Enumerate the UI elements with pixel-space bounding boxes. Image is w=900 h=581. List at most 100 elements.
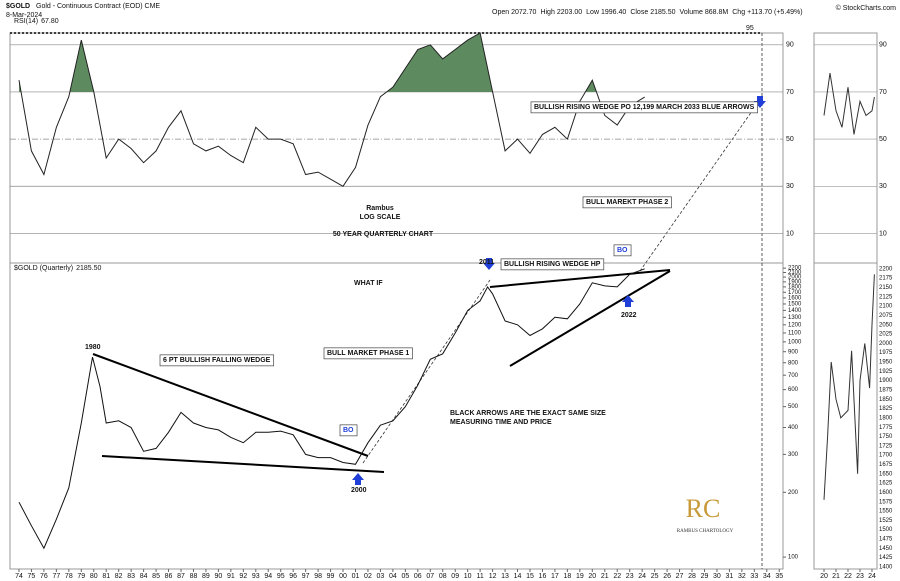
- annotation-box: [323, 347, 413, 360]
- y-tick-label: 500: [788, 404, 799, 410]
- y-tick-label: 600: [788, 387, 799, 393]
- y-tick-label: 2075: [879, 313, 893, 319]
- x-tick-label: 10: [464, 573, 472, 580]
- y-tick-label: 2150: [879, 285, 893, 291]
- y-tick-label: 2100: [879, 304, 893, 310]
- x-tick-label: 91: [227, 573, 235, 580]
- y-tick-label: 1900: [788, 279, 802, 285]
- x-tick-label: 13: [501, 573, 509, 580]
- quote: Open 2072.70 High 2203.00 Low 1996.40 Close 218…: [492, 9, 803, 16]
- legend: $GOLD (Quarterly) 2185.50: [14, 265, 102, 272]
- x-tick-label: 14: [514, 573, 522, 580]
- y-tick-label: 1825: [879, 406, 893, 412]
- y-tick-label: 800: [788, 360, 799, 366]
- x-tick-label: 93: [252, 573, 260, 580]
- y-tick-label: 1800: [788, 284, 802, 290]
- annotation: RC: [686, 494, 721, 523]
- y-tick-label: 400: [788, 425, 799, 431]
- x-tick-label: 18: [563, 573, 571, 580]
- y-tick-label: 1975: [879, 350, 893, 356]
- y-tick-label: 1925: [879, 369, 893, 375]
- price-panel: [9, 262, 784, 570]
- x-tick-label: 08: [439, 573, 447, 580]
- x-tick-label: 95: [277, 573, 285, 580]
- x-tick-label: 15: [526, 573, 534, 580]
- annotation: 6 PT BULLISH FALLING WEDGE: [163, 357, 271, 364]
- y-tick-label: 1400: [879, 564, 893, 570]
- y2-tick-label: 10: [879, 230, 887, 237]
- x-tick-label: 34: [763, 573, 771, 580]
- x-tick-label: 99: [327, 573, 335, 580]
- annotation-box: [530, 101, 758, 114]
- x-tick-label: 25: [651, 573, 659, 580]
- y-tick-label: 1600: [788, 296, 802, 302]
- quote-label: High: [540, 9, 555, 16]
- x-tick-label: 09: [451, 573, 459, 580]
- x-tick-label: 35: [775, 573, 783, 580]
- y-tick-label: 2175: [879, 276, 893, 282]
- x-tick-label: 79: [77, 573, 85, 580]
- y-tick-label: 1550: [879, 509, 893, 515]
- annotation: BULLISH RISING WEDGE PO 12,199 MARCH 203…: [534, 104, 755, 111]
- x-tick-label: 84: [140, 573, 148, 580]
- mini-price-panel: [813, 262, 878, 570]
- x-tick-label: 11: [476, 573, 483, 580]
- quote-label: Chg: [732, 9, 745, 16]
- annotation: LOG SCALE: [360, 214, 401, 221]
- y2-tick-label: 30: [879, 183, 887, 190]
- y-tick-label: 2200: [788, 266, 802, 272]
- y-tick-label: 1000: [788, 339, 802, 345]
- x-tick-label: 23: [856, 573, 864, 580]
- x-tick-label: 24: [868, 573, 876, 580]
- quote-value: 868.8M: [705, 9, 729, 16]
- marker-label: 95: [746, 25, 754, 32]
- quote-label: Volume: [680, 9, 703, 16]
- y-tick-label: 30: [786, 183, 794, 190]
- y-tick-label: 2200: [879, 266, 893, 272]
- legend-value: 2185.50: [76, 265, 101, 272]
- y-tick-label: 1625: [879, 481, 893, 487]
- x-tick-label: 01: [352, 573, 360, 580]
- y-tick-label: 2025: [879, 332, 893, 338]
- y-tick-label: 1500: [788, 302, 802, 308]
- x-tick-label: 03: [377, 573, 385, 580]
- legend: RSI(14) 67.80: [14, 18, 59, 25]
- annotation: BLACK ARROWS ARE THE EXACT SAME SIZE: [450, 410, 606, 417]
- y-tick-label: 10: [786, 230, 794, 237]
- x-tick-label: 82: [115, 573, 123, 580]
- annotation-box: [500, 258, 605, 271]
- x-tick-label: 06: [414, 573, 422, 580]
- y-tick-label: 1775: [879, 425, 893, 431]
- x-tick-label: 24: [638, 573, 646, 580]
- x-tick-label: 88: [190, 573, 198, 580]
- instrument-name: Gold - Continuous Contract (EOD) CME: [36, 3, 160, 10]
- projection-lines: [362, 33, 763, 569]
- x-tick-label: 97: [302, 573, 310, 580]
- x-tick-label: 90: [214, 573, 222, 580]
- annotation: 2022: [621, 312, 637, 319]
- y-tick-label: 50: [786, 136, 794, 143]
- y-tick-label: 900: [788, 349, 799, 355]
- x-tick-label: 32: [738, 573, 746, 580]
- price-line: [18, 268, 645, 550]
- x-tick-label: 83: [127, 573, 135, 580]
- x-tick-label: 96: [289, 573, 297, 580]
- x-tick-label: 30: [713, 573, 721, 580]
- y-tick-label: 1675: [879, 462, 893, 468]
- x-tick-label: 74: [15, 573, 23, 580]
- trendlines: [92, 269, 671, 473]
- y-tick-label: 1900: [879, 378, 893, 384]
- y-tick-label: 700: [788, 373, 799, 379]
- y-tick-label: 2050: [879, 322, 893, 328]
- annotation: BO: [343, 427, 354, 434]
- legend-label: RSI(14): [14, 18, 38, 25]
- annotation: Rambus: [366, 205, 394, 212]
- y-tick-label: 1800: [879, 415, 893, 421]
- y-tick-label: 1525: [879, 518, 893, 524]
- x-tick-label: 21: [601, 573, 609, 580]
- symbol: $GOLD: [6, 3, 30, 10]
- annotation: 2000: [351, 487, 367, 494]
- x-tick-label: 00: [339, 573, 347, 580]
